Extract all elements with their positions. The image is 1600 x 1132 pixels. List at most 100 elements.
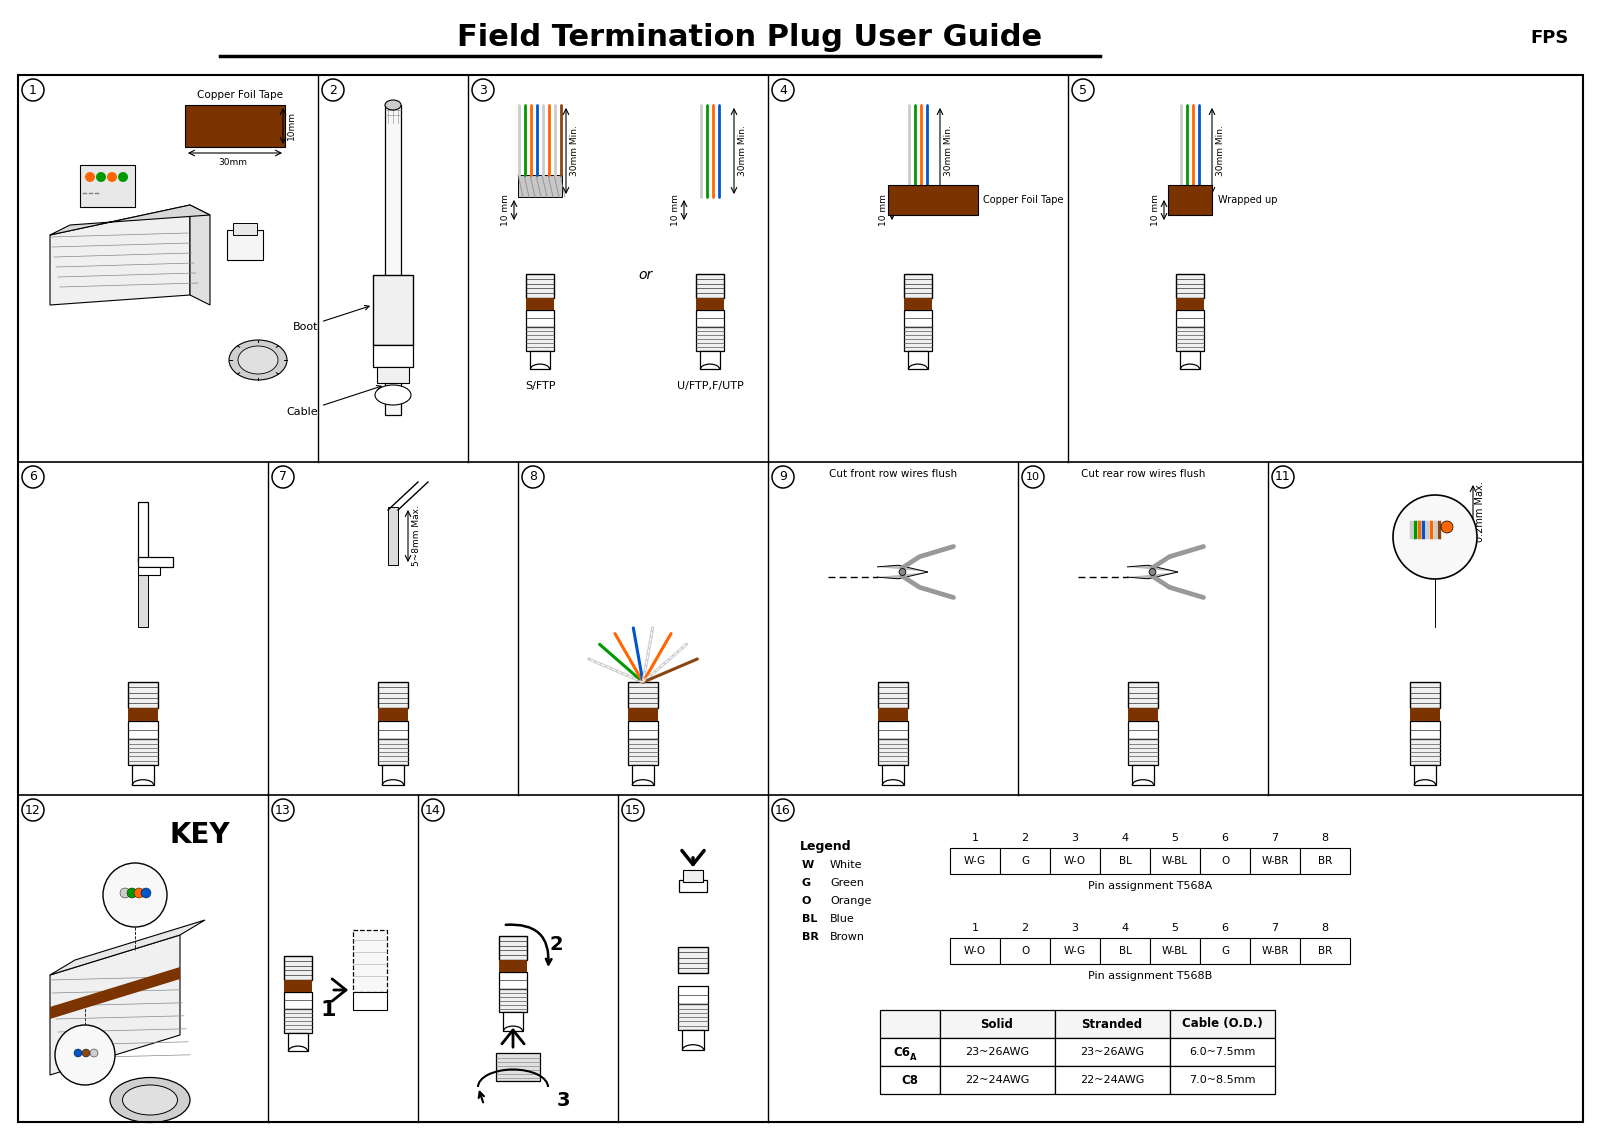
FancyBboxPatch shape xyxy=(526,327,554,351)
FancyBboxPatch shape xyxy=(499,988,526,1012)
Text: Cut front row wires flush: Cut front row wires flush xyxy=(829,469,957,479)
FancyBboxPatch shape xyxy=(678,880,707,892)
Circle shape xyxy=(1442,521,1453,533)
Circle shape xyxy=(90,1049,98,1057)
Text: 1: 1 xyxy=(29,84,37,96)
FancyBboxPatch shape xyxy=(526,310,554,327)
FancyBboxPatch shape xyxy=(1050,938,1101,964)
FancyBboxPatch shape xyxy=(378,708,408,721)
Circle shape xyxy=(522,466,544,488)
FancyBboxPatch shape xyxy=(696,310,723,327)
Text: 3: 3 xyxy=(1072,833,1078,843)
Text: 1: 1 xyxy=(971,923,979,933)
Text: 3: 3 xyxy=(1072,923,1078,933)
Text: Boot: Boot xyxy=(293,306,370,332)
FancyBboxPatch shape xyxy=(1150,848,1200,874)
FancyBboxPatch shape xyxy=(950,848,1000,874)
FancyBboxPatch shape xyxy=(1410,739,1440,765)
Text: Stranded: Stranded xyxy=(1082,1018,1142,1030)
FancyBboxPatch shape xyxy=(378,721,408,739)
FancyBboxPatch shape xyxy=(1128,721,1158,739)
FancyBboxPatch shape xyxy=(227,230,262,260)
Text: W-O: W-O xyxy=(1064,856,1086,866)
FancyBboxPatch shape xyxy=(1176,274,1203,298)
Text: C6: C6 xyxy=(893,1046,910,1058)
FancyBboxPatch shape xyxy=(1410,708,1440,721)
Circle shape xyxy=(141,887,150,898)
Polygon shape xyxy=(50,205,210,235)
Circle shape xyxy=(22,466,45,488)
FancyBboxPatch shape xyxy=(138,501,147,561)
Text: 30mm: 30mm xyxy=(219,158,248,168)
FancyBboxPatch shape xyxy=(1101,848,1150,874)
FancyBboxPatch shape xyxy=(387,507,398,565)
Circle shape xyxy=(107,172,117,182)
FancyBboxPatch shape xyxy=(880,1038,941,1066)
Text: 1: 1 xyxy=(320,1000,336,1020)
Text: 10 mm: 10 mm xyxy=(1150,194,1160,226)
FancyBboxPatch shape xyxy=(1181,351,1200,369)
Text: W-BL: W-BL xyxy=(1162,946,1189,957)
Text: 3: 3 xyxy=(557,1090,570,1109)
Text: Pin assignment T568B: Pin assignment T568B xyxy=(1088,971,1213,981)
Text: 6: 6 xyxy=(29,471,37,483)
Ellipse shape xyxy=(386,100,402,110)
Circle shape xyxy=(102,863,166,927)
Text: 2: 2 xyxy=(549,935,563,954)
Text: O: O xyxy=(1021,946,1029,957)
Text: 23~26AWG: 23~26AWG xyxy=(1080,1047,1144,1057)
FancyBboxPatch shape xyxy=(1150,938,1200,964)
Circle shape xyxy=(22,79,45,101)
FancyBboxPatch shape xyxy=(629,721,658,739)
Text: 0.2mm Max.: 0.2mm Max. xyxy=(1475,481,1485,542)
FancyBboxPatch shape xyxy=(80,165,134,207)
Text: 9: 9 xyxy=(779,471,787,483)
Text: 30mm Min.: 30mm Min. xyxy=(944,126,954,177)
Circle shape xyxy=(322,79,344,101)
FancyBboxPatch shape xyxy=(1299,848,1350,874)
FancyBboxPatch shape xyxy=(1168,185,1213,215)
FancyBboxPatch shape xyxy=(1054,1038,1170,1066)
FancyBboxPatch shape xyxy=(678,947,707,974)
Text: or: or xyxy=(638,268,653,282)
FancyBboxPatch shape xyxy=(504,1012,523,1031)
FancyBboxPatch shape xyxy=(1128,739,1158,765)
FancyBboxPatch shape xyxy=(1054,1010,1170,1038)
FancyBboxPatch shape xyxy=(128,708,158,721)
Polygon shape xyxy=(190,205,210,305)
Text: W-O: W-O xyxy=(963,946,986,957)
FancyBboxPatch shape xyxy=(941,1010,1054,1038)
FancyBboxPatch shape xyxy=(1000,938,1050,964)
FancyBboxPatch shape xyxy=(1176,327,1203,351)
FancyBboxPatch shape xyxy=(378,683,408,708)
Polygon shape xyxy=(1126,572,1178,578)
FancyBboxPatch shape xyxy=(632,765,654,786)
Text: 12: 12 xyxy=(26,804,42,816)
FancyBboxPatch shape xyxy=(678,986,707,1004)
FancyBboxPatch shape xyxy=(285,1009,312,1032)
Ellipse shape xyxy=(229,340,286,380)
FancyBboxPatch shape xyxy=(386,105,402,415)
FancyBboxPatch shape xyxy=(878,739,907,765)
FancyBboxPatch shape xyxy=(882,765,904,786)
FancyBboxPatch shape xyxy=(285,992,312,1009)
FancyBboxPatch shape xyxy=(378,739,408,765)
Text: Legend: Legend xyxy=(800,840,851,854)
FancyBboxPatch shape xyxy=(186,105,285,147)
Text: 4: 4 xyxy=(1122,923,1128,933)
Text: 8: 8 xyxy=(530,471,538,483)
Text: 22~24AWG: 22~24AWG xyxy=(1080,1075,1144,1084)
FancyBboxPatch shape xyxy=(904,274,931,298)
Text: BR: BR xyxy=(802,932,819,942)
Text: U/FTP,F/UTP: U/FTP,F/UTP xyxy=(677,381,744,391)
Text: Field Termination Plug User Guide: Field Termination Plug User Guide xyxy=(458,24,1043,52)
FancyBboxPatch shape xyxy=(888,185,978,215)
Text: G: G xyxy=(802,878,811,887)
FancyBboxPatch shape xyxy=(1128,683,1158,708)
FancyBboxPatch shape xyxy=(499,971,526,988)
FancyBboxPatch shape xyxy=(1176,298,1203,310)
Text: 11: 11 xyxy=(1275,471,1291,483)
Circle shape xyxy=(472,79,494,101)
FancyBboxPatch shape xyxy=(950,938,1000,964)
Circle shape xyxy=(422,799,445,821)
